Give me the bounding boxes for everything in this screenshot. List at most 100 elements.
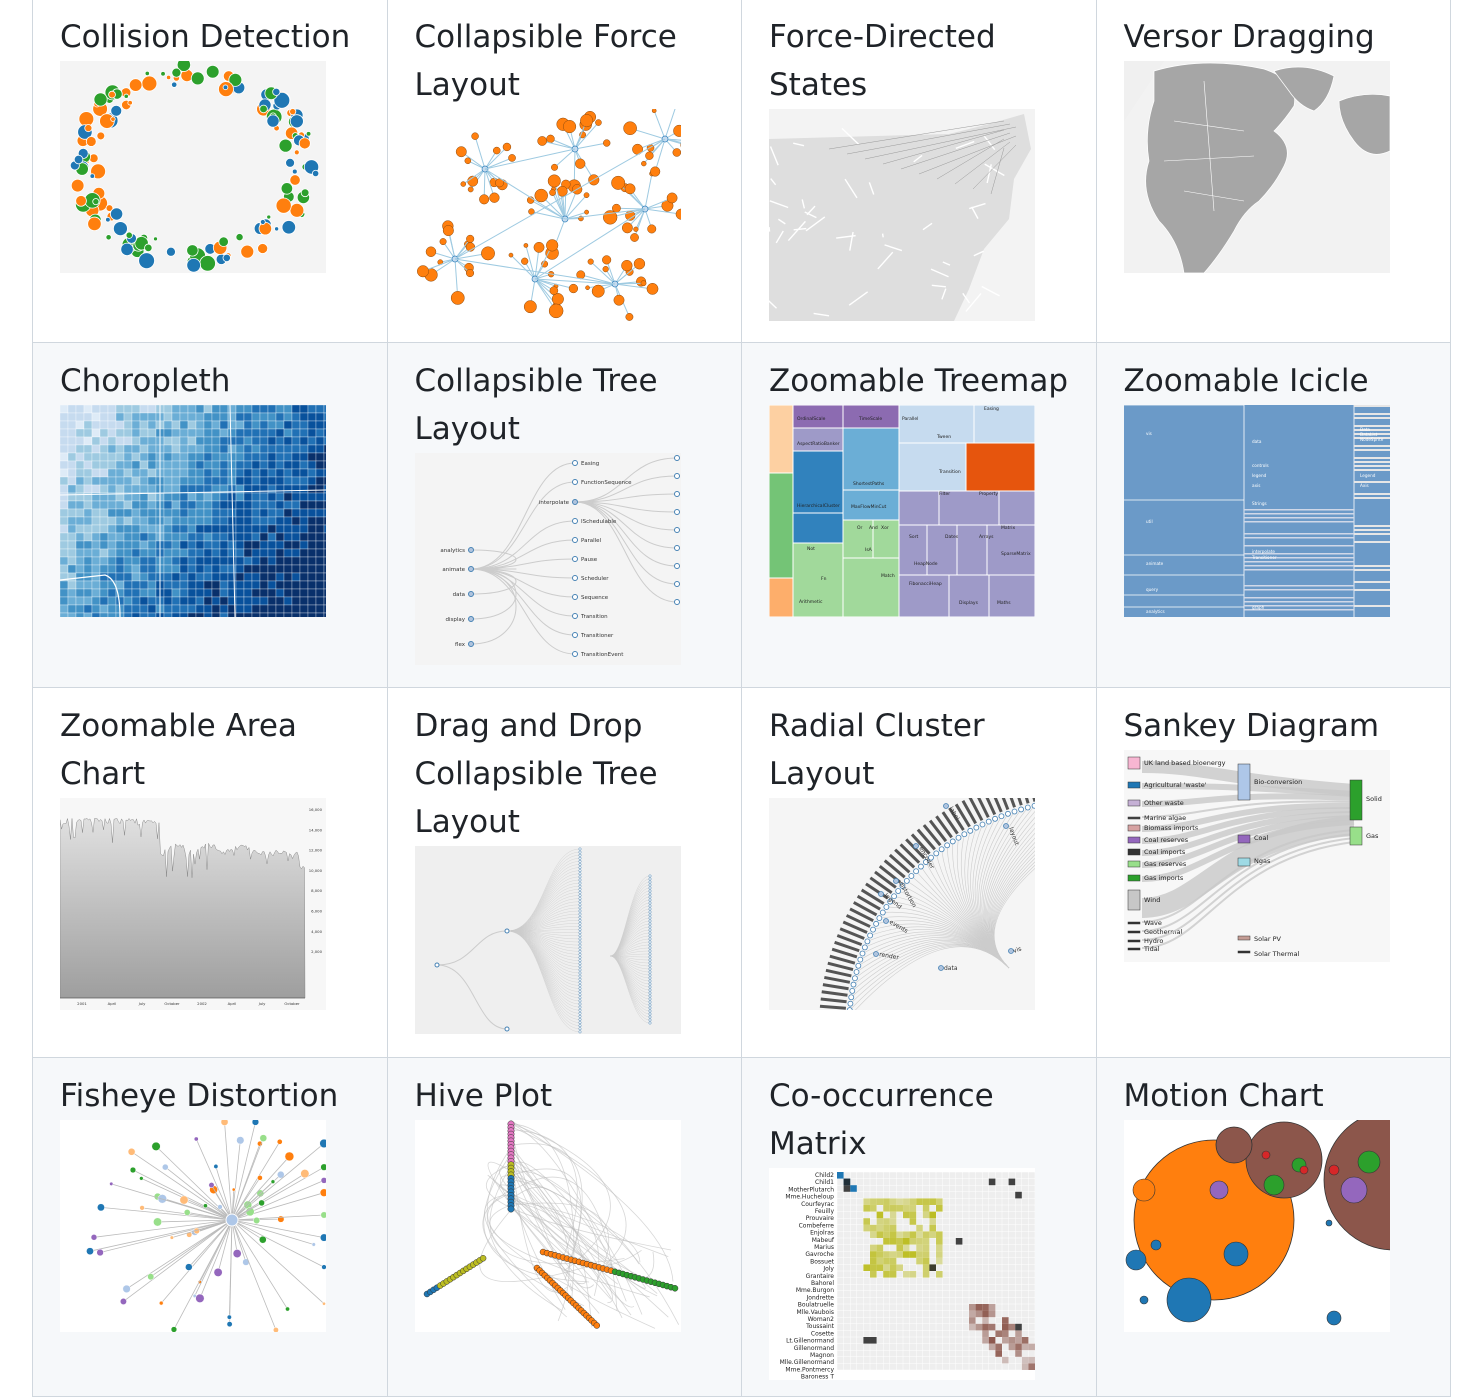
gallery-link-force-directed-states[interactable]: Force-Directed States <box>769 13 1069 109</box>
county-cell <box>204 477 212 485</box>
county-cell <box>268 485 276 493</box>
tree-node <box>578 1031 580 1033</box>
county-cell <box>84 613 92 617</box>
gallery-link-hive-plot[interactable]: Hive Plot <box>415 1072 715 1120</box>
county-cell <box>236 557 244 565</box>
tree-node <box>648 971 650 973</box>
county-cell <box>228 573 236 581</box>
county-cell <box>92 453 100 461</box>
gallery-link-collapsible-tree-layout[interactable]: Collapsible Tree Layout <box>415 357 715 453</box>
force-node <box>625 313 632 320</box>
county-cell <box>124 437 132 445</box>
hive-plot-thumbnail[interactable] <box>415 1120 681 1332</box>
tree-link <box>507 865 580 932</box>
county-cell <box>60 613 68 617</box>
gallery-link-motion-chart[interactable]: Motion Chart <box>1124 1072 1424 1120</box>
gallery-link-zoomable-icicle[interactable]: Zoomable Icicle <box>1124 357 1424 405</box>
collision-detection-thumbnail[interactable] <box>60 61 326 273</box>
county-cell <box>260 461 268 469</box>
county-cell <box>260 421 268 429</box>
county-cell <box>172 461 180 469</box>
county-cell <box>212 589 220 597</box>
county-cell <box>212 477 220 485</box>
gallery-link-fisheye-distortion[interactable]: Fisheye Distortion <box>60 1072 360 1120</box>
tree-node <box>648 986 650 988</box>
graph-node <box>226 1214 238 1226</box>
matrix-cell <box>910 1205 917 1212</box>
motion-chart-thumbnail[interactable] <box>1124 1120 1390 1332</box>
county-cell <box>212 445 220 453</box>
matrix-cell <box>1009 1324 1016 1331</box>
choropleth-thumbnail[interactable] <box>60 405 326 617</box>
county-cell <box>300 485 308 493</box>
tree-node <box>578 870 580 872</box>
gallery-link-choropleth[interactable]: Choropleth <box>60 357 360 405</box>
tree-node <box>648 968 650 970</box>
county-cell <box>76 517 84 525</box>
county-cell <box>316 437 324 445</box>
county-cell <box>260 501 268 509</box>
gallery-link-collision-detection[interactable]: Collision Detection <box>60 13 360 61</box>
county-cell <box>292 469 300 477</box>
gallery-link-collapsible-force-layout[interactable]: Collapsible Force Layout <box>415 13 715 109</box>
thumb-label: NodeSprite <box>1360 437 1384 442</box>
county-cell <box>244 469 252 477</box>
county-cell <box>252 509 260 517</box>
county-cell <box>252 581 260 589</box>
drag-drop-tree-thumbnail[interactable] <box>415 846 681 1034</box>
county-cell <box>140 493 148 501</box>
tree-link <box>575 502 677 602</box>
matrix-cell <box>890 1205 897 1212</box>
county-cell <box>316 469 324 477</box>
county-cell <box>140 565 148 573</box>
thumb-label: AspectRatioBanker <box>797 441 840 447</box>
fisheye-distortion-thumbnail[interactable] <box>60 1120 326 1332</box>
bubble-node <box>85 124 92 131</box>
thumb-label: Wind <box>1144 896 1160 904</box>
matrix-cell <box>890 1218 897 1225</box>
gallery-link-sankey-diagram[interactable]: Sankey Diagram <box>1124 702 1424 750</box>
county-cell <box>220 437 228 445</box>
county-cell <box>292 525 300 533</box>
bubble-node <box>153 237 157 241</box>
gallery-link-radial-cluster-layout[interactable]: Radial Cluster Layout <box>769 702 1069 798</box>
county-cell <box>68 517 76 525</box>
matrix-cell <box>916 1238 923 1245</box>
thumb-label: Displays <box>959 600 979 606</box>
county-cell <box>204 517 212 525</box>
county-cell <box>84 549 92 557</box>
county-cell <box>252 461 260 469</box>
gallery-link-co-occurrence-matrix[interactable]: Co-occurrence Matrix <box>769 1072 1069 1168</box>
force-node <box>621 260 632 271</box>
thumb-label: Woman2 <box>808 1316 835 1323</box>
graph-node <box>321 1212 326 1218</box>
force-node <box>584 210 588 214</box>
gallery-link-versor-dragging[interactable]: Versor Dragging <box>1124 13 1424 61</box>
versor-dragging-thumbnail[interactable] <box>1124 61 1390 273</box>
force-directed-states-thumbnail[interactable] <box>769 109 1035 321</box>
force-node <box>479 195 489 205</box>
collapsible-force-layout-thumbnail[interactable] <box>415 109 681 321</box>
thumb-label: Cosette <box>811 1330 834 1337</box>
county-cell <box>132 445 140 453</box>
gallery-link-zoomable-area-chart[interactable]: Zoomable Area Chart <box>60 702 360 798</box>
county-cell <box>268 493 276 501</box>
county-cell <box>204 429 212 437</box>
gallery-link-zoomable-treemap[interactable]: Zoomable Treemap <box>769 357 1069 405</box>
county-cell <box>108 605 116 613</box>
county-cell <box>300 509 308 517</box>
gallery-link-drag-and-drop-collapsible-tree-layout[interactable]: Drag and Drop Collapsible Tree Layout <box>415 702 715 846</box>
force-node <box>666 193 676 203</box>
county-cell <box>300 613 308 617</box>
county-cell <box>164 549 172 557</box>
tree-node <box>578 873 580 875</box>
county-cell <box>236 453 244 461</box>
graph-node <box>180 1196 188 1204</box>
